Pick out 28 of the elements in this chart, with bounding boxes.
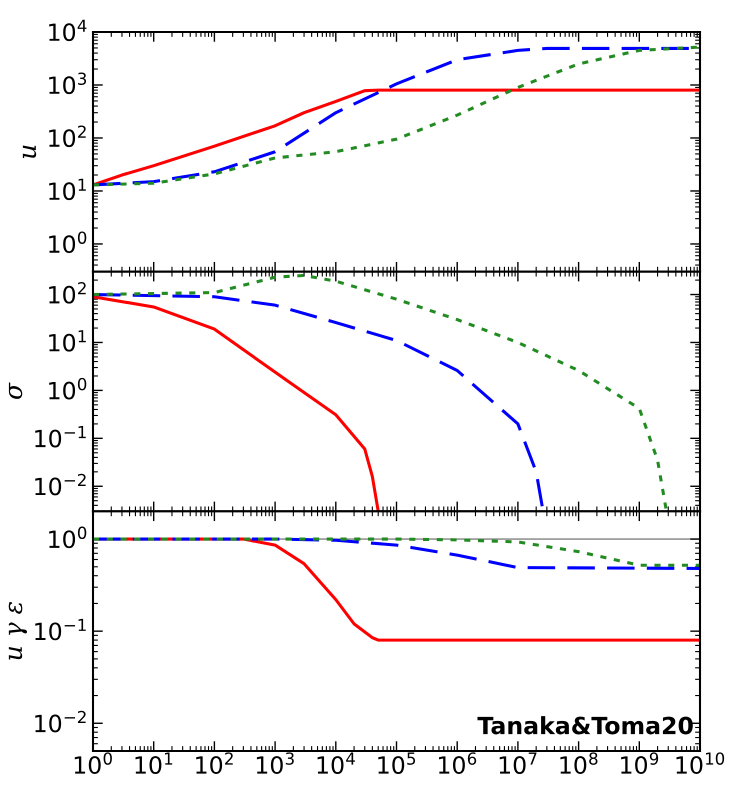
x-tick-label: 10$^{4}$ xyxy=(318,752,355,774)
x-tick-label: 10$^{9}$ xyxy=(621,752,658,774)
y-tick-label: 10$^{1}$ xyxy=(49,178,86,200)
y-axis-title: u xyxy=(22,146,36,158)
y-axis-title: u γ ε xyxy=(8,602,28,660)
x-tick-label: 10$^{1}$ xyxy=(136,752,172,774)
x-tick-label: 10$^{0}$ xyxy=(74,752,112,774)
y-tick-label: 10$^{2}$ xyxy=(49,125,86,148)
y-tick-label: 10$^{4}$ xyxy=(49,20,86,42)
y-tick-label: 10$^{0}$ xyxy=(49,231,86,254)
y-tick-label: 10$^{−1}$ xyxy=(35,426,86,448)
x-tick-label: 10$^{3}$ xyxy=(256,752,294,774)
y-tick-label: 10$^{2}$ xyxy=(49,282,86,304)
y-tick-label: 10$^{3}$ xyxy=(49,72,86,94)
x-tick-label: 10$^{6}$ xyxy=(439,752,476,774)
annotation: Tanaka&Toma20 xyxy=(477,716,693,734)
y-tick-label: 10$^{0}$ xyxy=(49,378,86,400)
y-tick-label: 10$^{1}$ xyxy=(49,330,86,352)
y-axis-title: σ xyxy=(8,382,22,399)
x-tick-label: 10$^{2}$ xyxy=(196,752,233,774)
x-tick-label: 10$^{8}$ xyxy=(560,752,598,774)
x-tick-label: 10$^{5}$ xyxy=(378,752,416,774)
y-tick-label: 10$^{−2}$ xyxy=(35,474,86,496)
y-tick-label: 10$^{−2}$ xyxy=(35,710,86,732)
x-tick-label: 10$^{10}$ xyxy=(676,752,724,774)
y-tick-label: 10$^{0}$ xyxy=(49,526,86,548)
x-tick-label: 10$^{7}$ xyxy=(500,752,536,774)
y-tick-label: 10$^{−1}$ xyxy=(35,618,86,640)
